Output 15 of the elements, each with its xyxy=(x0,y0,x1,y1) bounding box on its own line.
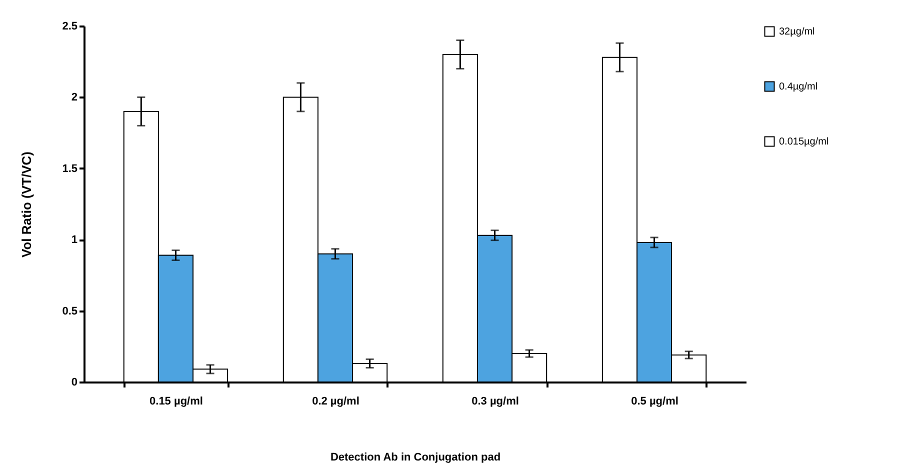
y-tick-label: 1.5 xyxy=(62,162,78,175)
y-tick-label: 2 xyxy=(71,92,78,104)
x-tick-label: 0.5 µg/ml xyxy=(631,396,678,408)
y-tick-label: 2.5 xyxy=(62,20,78,32)
y-tick-label: 0.5 xyxy=(62,305,78,318)
x-tick-label: 0.15 µg/ml xyxy=(150,396,203,408)
x-tick-label: 0.3 µg/ml xyxy=(472,396,519,408)
y-tick-label: 1 xyxy=(71,234,78,246)
x-tick-label: 0.2 µg/ml xyxy=(312,396,360,408)
y-tick-label: 0 xyxy=(71,376,78,388)
y-axis-title: Vol Ratio (VT/VC) xyxy=(19,152,34,258)
legend-label: 0.015µg/ml xyxy=(779,136,829,148)
x-axis-title: Detection Ab in Conjugation pad xyxy=(330,452,501,464)
legend-label: 0.4µg/ml xyxy=(779,82,818,92)
legend-label: 32µg/ml xyxy=(779,26,815,38)
